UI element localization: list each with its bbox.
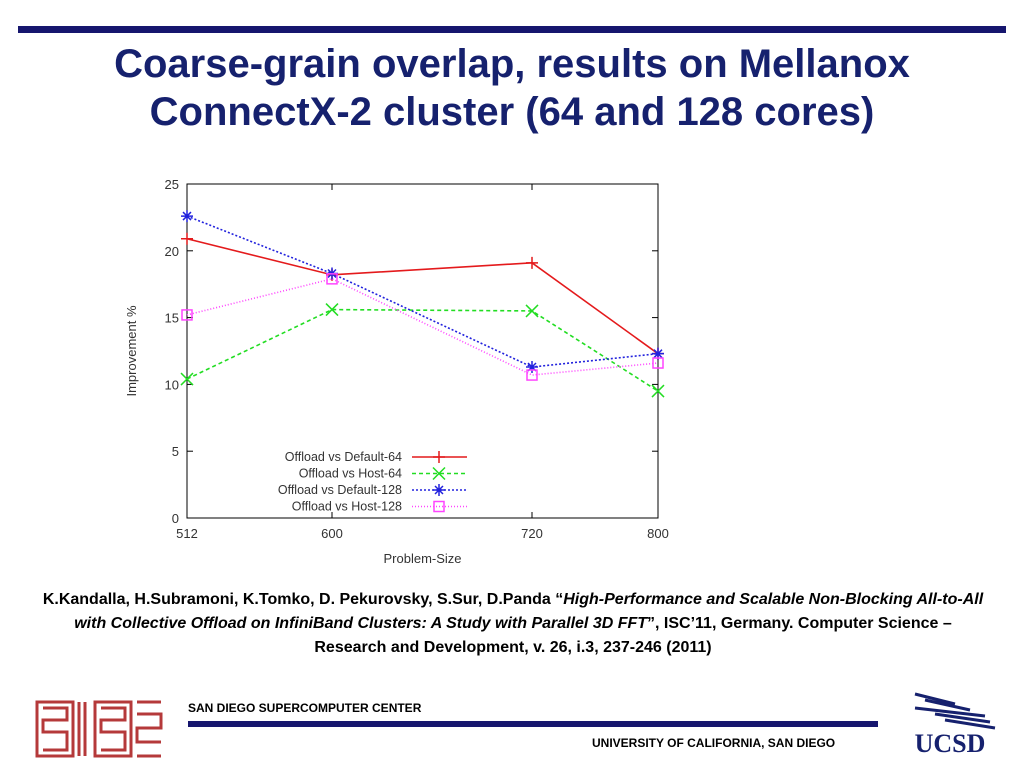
y-tick-label: 10	[165, 377, 179, 392]
data-point	[652, 357, 664, 369]
sdsc-logo	[35, 700, 163, 758]
y-tick-label: 25	[165, 177, 179, 192]
legend-label: Offload vs Default-128	[278, 483, 402, 497]
x-axis-label: Problem-Size	[383, 551, 461, 566]
title-line-1: Coarse-grain overlap, results on Mellano…	[114, 42, 910, 86]
data-point	[325, 303, 339, 317]
footer-right-label: UNIVERSITY OF CALIFORNIA, SAN DIEGO	[592, 736, 836, 750]
series-line	[186, 237, 659, 355]
plot-frame	[186, 183, 659, 519]
ucsd-logo: UCSD	[915, 692, 996, 758]
data-point	[526, 256, 538, 269]
data-point	[181, 309, 193, 321]
data-point	[651, 384, 665, 398]
legend-marker	[432, 466, 446, 481]
data-point	[525, 304, 539, 318]
series-line	[186, 308, 659, 392]
legend-marker	[433, 451, 445, 463]
footer-left-label: SAN DIEGO SUPERCOMPUTER CENTER	[188, 701, 422, 715]
page-title: Coarse-grain overlap, results on Mellano…	[0, 40, 1024, 136]
data-point	[181, 232, 193, 245]
citation-rest: ”, ISC’11, Germany. Computer Science – R…	[314, 615, 952, 656]
x-tick-label: 512	[176, 526, 198, 541]
line-chart: 0 5 10 15 20 25 512 600 720 800 Problem-Size Improv…	[124, 177, 669, 566]
y-tick-label: 15	[165, 311, 179, 326]
title-line-2: ConnectX-2 cluster (64 and 128 cores)	[149, 90, 875, 134]
y-tick-label: 5	[172, 444, 179, 459]
data-point	[326, 273, 338, 285]
legend-label: Offload vs Host-64	[299, 467, 402, 481]
data-point	[526, 361, 538, 374]
legend-label: Offload vs Default-64	[285, 450, 402, 464]
citation: K.Kandalla, H.Subramoni, K.Tomko, D. Pek…	[40, 588, 986, 660]
legend-marker	[433, 500, 445, 513]
series-line	[186, 215, 659, 368]
top-rule	[18, 26, 1006, 33]
data-point	[180, 372, 194, 386]
legend-marker	[433, 484, 445, 496]
footer-rule	[188, 721, 878, 727]
legend-label: Offload vs Host-128	[292, 500, 402, 514]
y-tick-label: 0	[172, 511, 179, 526]
x-tick-label: 720	[521, 526, 543, 541]
y-tick-label: 20	[165, 244, 179, 259]
citation-title: High-Performance and Scalable Non-Blocki…	[74, 591, 984, 632]
data-point	[181, 210, 193, 223]
data-point	[526, 369, 538, 381]
data-point	[652, 347, 664, 360]
y-axis-label: Improvement %	[124, 305, 139, 396]
x-tick-label: 600	[321, 526, 343, 541]
x-tick-label: 800	[647, 526, 669, 541]
citation-authors: K.Kandalla, H.Subramoni, K.Tomko, D. Pek…	[42, 591, 564, 608]
ucsd-logo-text: UCSD	[915, 729, 986, 758]
